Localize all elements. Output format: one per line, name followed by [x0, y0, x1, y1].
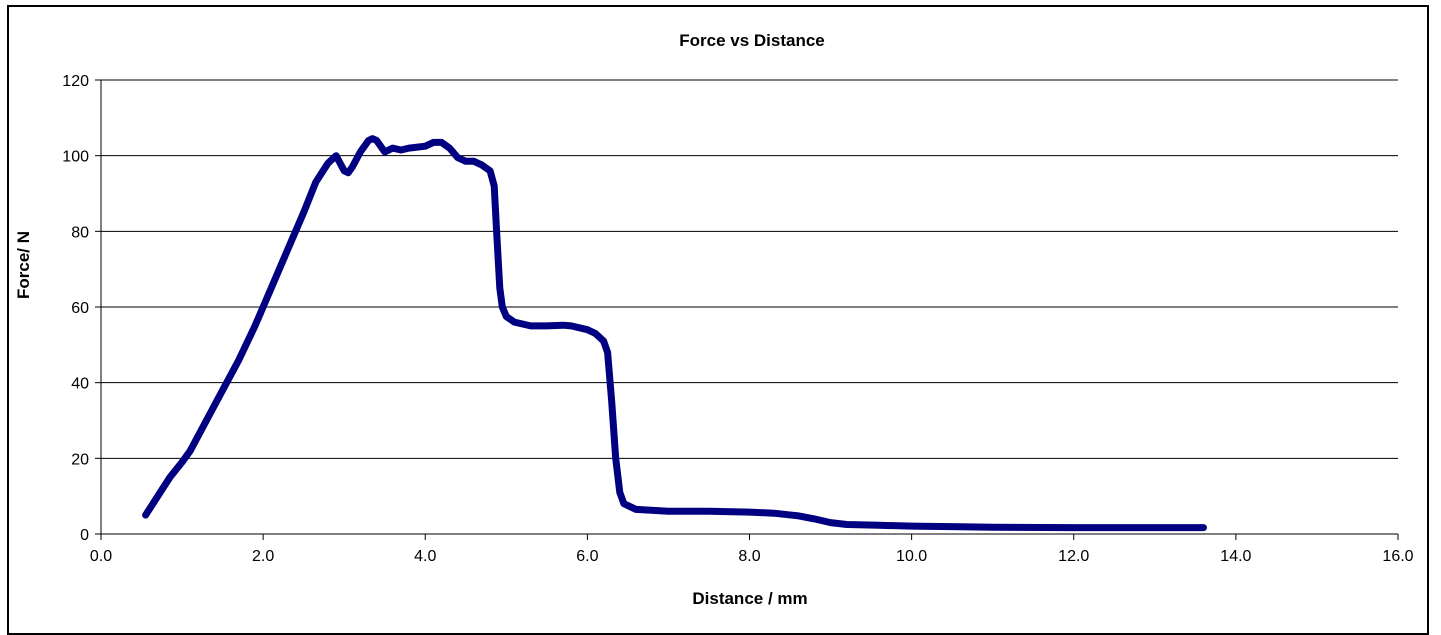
x-tick-label-16.0: 16.0 [1382, 548, 1413, 565]
x-tick-label-0.0: 0.0 [90, 548, 112, 565]
x-tick-label-4.0: 4.0 [414, 548, 436, 565]
x-tick-label-12.0: 12.0 [1058, 548, 1089, 565]
x-tick-label-14.0: 14.0 [1220, 548, 1251, 565]
y-axis-label: Force/ N [14, 231, 33, 299]
x-tick-labels: 0.0 2.0 4.0 6.0 8.0 10.0 12.0 14.0 16.0 [90, 548, 1414, 565]
force-distance-chart: Force vs Distance 0 20 40 60 80 100 120 0.0 2.0… [14, 31, 1414, 608]
x-tick-label-2.0: 2.0 [252, 548, 274, 565]
x-tick-label-8.0: 8.0 [738, 548, 760, 565]
x-tick-label-10.0: 10.0 [896, 548, 927, 565]
y-tick-label-20: 20 [71, 451, 89, 468]
axes [95, 79, 1399, 540]
gridlines [101, 79, 1398, 459]
x-tick-label-6.0: 6.0 [576, 548, 598, 565]
y-tick-labels: 0 20 40 60 80 100 120 [62, 73, 89, 544]
y-tick-label-0: 0 [80, 527, 89, 544]
y-tick-label-100: 100 [62, 149, 89, 166]
y-tick-label-120: 120 [62, 73, 89, 90]
plot-area [142, 135, 1207, 532]
y-tick-label-40: 40 [71, 376, 89, 393]
x-axis-label: Distance / mm [692, 589, 807, 608]
y-tick-label-80: 80 [71, 224, 89, 241]
y-tick-label-60: 60 [71, 300, 89, 317]
chart-title: Force vs Distance [679, 31, 825, 50]
series-line-0 [142, 135, 1207, 532]
